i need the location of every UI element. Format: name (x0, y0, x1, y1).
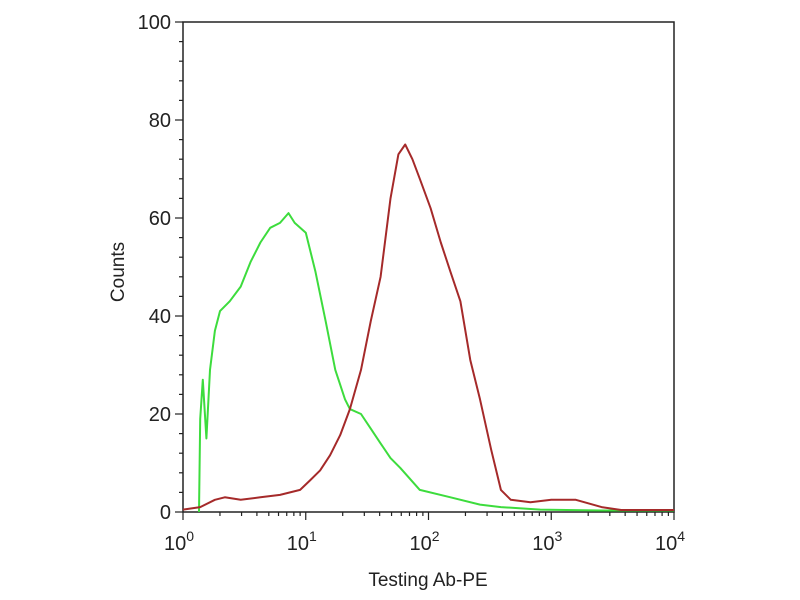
y-tick-label: 80 (149, 110, 171, 132)
x-tick-label: 103 (532, 528, 562, 555)
y-axis-title: Counts (108, 242, 129, 302)
x-tick-base: 10 (164, 533, 186, 555)
series-group (182, 143, 674, 513)
x-tick-exponent: 3 (554, 528, 562, 544)
x-tick-label: 102 (409, 528, 439, 555)
y-tick-label: 20 (149, 404, 171, 426)
y-tick-labels: 0 20 40 60 80 100 (138, 12, 171, 524)
x-tick-base: 10 (287, 533, 309, 555)
x-tick-exponent: 2 (432, 528, 440, 544)
x-axis-title: Testing Ab-PE (368, 570, 487, 591)
x-tick-base: 10 (532, 533, 554, 555)
series-line-0 (198, 212, 674, 513)
x-tick-label: 104 (655, 528, 685, 555)
x-tick-base: 10 (409, 533, 431, 555)
x-tick-exponent: 1 (309, 528, 317, 544)
axis-ticks (175, 21, 675, 520)
series-line-1 (182, 143, 674, 511)
y-tick-label: 0 (160, 502, 171, 524)
x-tick-base: 10 (655, 533, 677, 555)
y-tick-label: 40 (149, 306, 171, 328)
x-tick-label: 100 (164, 528, 194, 555)
x-tick-label: 101 (287, 528, 317, 555)
y-tick-label: 100 (138, 12, 171, 34)
x-tick-labels: 100 101 102 103 104 (164, 528, 685, 555)
plot-frame (182, 21, 675, 513)
y-tick-label: 60 (149, 208, 171, 230)
x-tick-exponent: 4 (677, 528, 685, 544)
x-tick-exponent: 0 (186, 528, 194, 544)
